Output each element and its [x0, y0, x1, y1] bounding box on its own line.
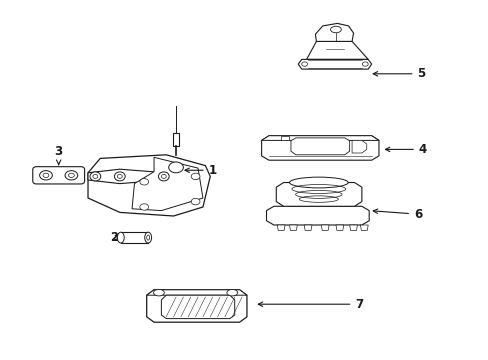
Polygon shape: [281, 136, 288, 140]
Polygon shape: [88, 169, 166, 184]
Text: 4: 4: [385, 143, 426, 156]
Ellipse shape: [168, 162, 183, 173]
Polygon shape: [290, 138, 349, 155]
Polygon shape: [132, 157, 203, 211]
Polygon shape: [321, 225, 328, 230]
Ellipse shape: [153, 289, 164, 296]
Polygon shape: [360, 225, 367, 230]
Ellipse shape: [117, 175, 122, 178]
FancyBboxPatch shape: [33, 167, 84, 184]
Ellipse shape: [289, 177, 347, 188]
Ellipse shape: [161, 175, 166, 178]
Polygon shape: [261, 136, 378, 140]
Polygon shape: [172, 133, 179, 146]
Circle shape: [191, 173, 200, 180]
Text: 3: 3: [55, 145, 62, 165]
Polygon shape: [304, 225, 311, 230]
Ellipse shape: [146, 235, 149, 240]
Circle shape: [65, 171, 78, 180]
Polygon shape: [306, 41, 367, 59]
Polygon shape: [298, 59, 371, 69]
Circle shape: [191, 198, 200, 205]
Ellipse shape: [158, 172, 169, 181]
Ellipse shape: [362, 62, 367, 66]
Polygon shape: [351, 140, 366, 153]
Ellipse shape: [301, 62, 307, 66]
Polygon shape: [261, 136, 378, 160]
Polygon shape: [349, 225, 357, 230]
Polygon shape: [289, 225, 297, 230]
Polygon shape: [161, 295, 234, 319]
Polygon shape: [266, 206, 368, 225]
Text: 1: 1: [184, 164, 216, 177]
Text: 7: 7: [258, 298, 363, 311]
Ellipse shape: [93, 175, 98, 178]
Polygon shape: [315, 23, 353, 41]
Ellipse shape: [90, 172, 101, 181]
Text: 2: 2: [110, 231, 121, 244]
Polygon shape: [277, 225, 285, 230]
Ellipse shape: [144, 232, 151, 243]
Ellipse shape: [226, 289, 237, 296]
Ellipse shape: [114, 172, 125, 181]
Circle shape: [43, 173, 49, 177]
Polygon shape: [88, 155, 210, 216]
Text: 6: 6: [372, 208, 421, 221]
Circle shape: [40, 171, 52, 180]
Polygon shape: [146, 290, 246, 295]
Polygon shape: [335, 225, 343, 230]
Polygon shape: [146, 290, 246, 322]
Text: 5: 5: [372, 67, 425, 80]
Circle shape: [140, 179, 148, 185]
Ellipse shape: [330, 26, 341, 33]
Polygon shape: [121, 232, 148, 243]
Circle shape: [140, 204, 148, 210]
Polygon shape: [276, 183, 361, 206]
Circle shape: [68, 173, 74, 177]
Ellipse shape: [117, 232, 124, 243]
